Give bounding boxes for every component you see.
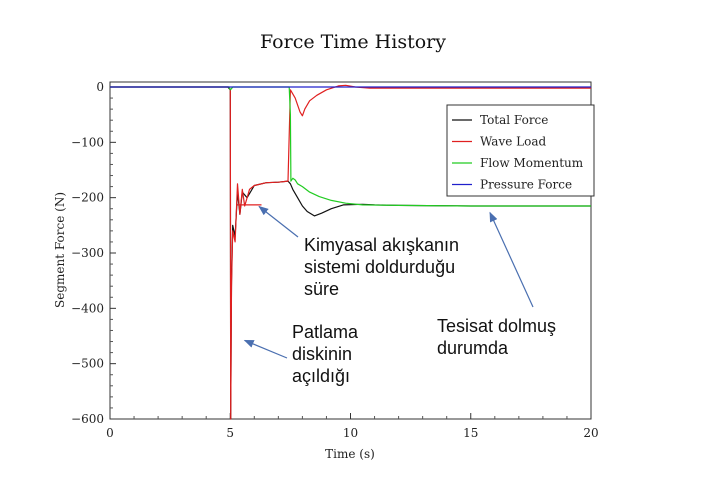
annotation-line: süre <box>304 279 339 299</box>
legend: Total Force Wave Load Flow Momentum Pressur… <box>446 104 595 197</box>
y-tick-label: −300 <box>71 246 104 260</box>
annotation-line: Kimyasal akışkanın <box>304 235 459 255</box>
legend-label: Total Force <box>480 113 548 127</box>
x-tick-label: 20 <box>583 426 598 440</box>
legend-label: Flow Momentum <box>480 156 584 170</box>
y-tick-label: −600 <box>71 412 104 426</box>
y-tick-label: −200 <box>71 191 104 205</box>
annotation-line: durumda <box>437 338 509 358</box>
x-tick-label: 15 <box>463 426 478 440</box>
x-tick-label: 0 <box>106 426 114 440</box>
y-tick-label: −100 <box>71 135 104 149</box>
y-tick-label: −500 <box>71 357 104 371</box>
axis-ticks: 0 5 10 15 20 0 −100 −200 −300 −400 −500 −600 <box>71 80 599 440</box>
series-line-flow-momentum <box>110 86 591 207</box>
annotation-arrow <box>489 211 534 308</box>
x-tick-label: 10 <box>343 426 358 440</box>
annotation-line: sistemi doldurduğu <box>304 257 455 277</box>
x-tick-label: 5 <box>226 426 234 440</box>
annotation-line: açıldığı <box>292 366 350 386</box>
annotation-line: diskinin <box>292 344 352 364</box>
chart-title: Force Time History <box>260 31 446 53</box>
annotation-arrow <box>243 339 288 359</box>
data-series <box>110 84 591 420</box>
x-axis-label: Time (s) <box>325 447 375 461</box>
annotation-text: Tesisat dolmuş durumda <box>437 316 556 358</box>
annotation-arrow <box>258 205 299 238</box>
annotation-line: Patlama <box>292 322 359 342</box>
y-axis-label: Segment Force (N) <box>53 192 67 308</box>
annotation-text: Patlama diskinin açıldığı <box>292 322 359 386</box>
y-tick-label: −400 <box>71 301 104 315</box>
annotations: Kimyasal akışkanın sistemi doldurduğu süre… <box>243 205 556 386</box>
y-tick-label: 0 <box>96 80 104 94</box>
annotation-line: Tesisat dolmuş <box>437 316 556 336</box>
series-line-wave-load <box>110 84 591 420</box>
annotation-text: Kimyasal akışkanın sistemi doldurduğu süre <box>304 235 459 299</box>
legend-label: Wave Load <box>480 135 546 149</box>
legend-label: Pressure Force <box>480 178 572 192</box>
